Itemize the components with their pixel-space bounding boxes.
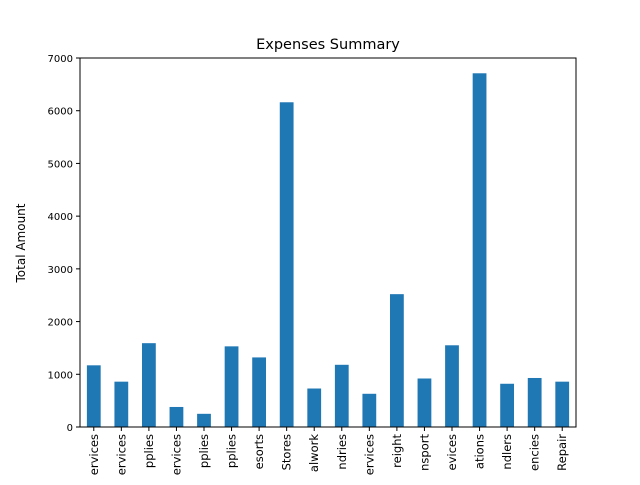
bar xyxy=(472,73,487,427)
plot-area: 0 1000 2000 3000 4000 5000 6000 7000 ervices ervi… xyxy=(48,54,577,475)
y-tick-label: 5000 xyxy=(48,159,73,170)
x-tick-label: pplies xyxy=(197,434,211,468)
x-tick-label: ervices xyxy=(362,434,376,475)
bar xyxy=(527,377,542,427)
bar xyxy=(362,393,377,427)
y-tick-label: 6000 xyxy=(48,107,73,118)
x-tick-label: ndries xyxy=(335,434,349,470)
x-tick-label: alwork xyxy=(307,434,321,472)
bar xyxy=(417,378,432,427)
bar xyxy=(307,388,322,427)
x-tick-label: ervices xyxy=(114,434,128,475)
x-tick-label: reight xyxy=(390,434,404,468)
y-tick-label: 2000 xyxy=(48,318,73,329)
y-tick-label: 1000 xyxy=(48,370,73,381)
y-tick-label: 0 xyxy=(67,423,73,434)
x-tick-label: evices xyxy=(445,434,459,470)
bar xyxy=(197,413,211,427)
bar xyxy=(114,381,129,427)
bar xyxy=(279,102,294,427)
y-tick-label: 4000 xyxy=(48,212,73,223)
x-tick-label: ervices xyxy=(87,434,101,475)
axes-frame xyxy=(79,57,577,428)
bar xyxy=(86,365,101,427)
x-tick-label: pplies xyxy=(225,434,239,468)
bar xyxy=(142,343,156,427)
bar xyxy=(500,383,514,427)
chart-title: Expenses Summary xyxy=(256,37,400,53)
x-tick-label: encies xyxy=(528,434,542,471)
x-tick-label: Stores xyxy=(280,434,294,470)
x-tick-label: Repair xyxy=(555,434,569,471)
bar xyxy=(252,357,266,427)
bar xyxy=(390,294,404,427)
x-tick-label: ations xyxy=(473,434,487,469)
x-tick-label: ndlers xyxy=(500,434,514,470)
bar xyxy=(445,345,459,427)
x-tick-label: pplies xyxy=(142,434,156,468)
y-tick-label: 3000 xyxy=(48,265,73,276)
bar xyxy=(224,346,239,427)
y-tick-label: 7000 xyxy=(48,54,73,65)
y-axis-label: Total Amount xyxy=(14,203,28,283)
bar xyxy=(334,364,349,427)
x-tick-label: nsport xyxy=(417,434,431,471)
bar xyxy=(555,381,570,427)
bar xyxy=(169,406,184,427)
x-tick-label: ervices xyxy=(169,434,183,475)
x-tick-label: esorts xyxy=(252,434,266,469)
